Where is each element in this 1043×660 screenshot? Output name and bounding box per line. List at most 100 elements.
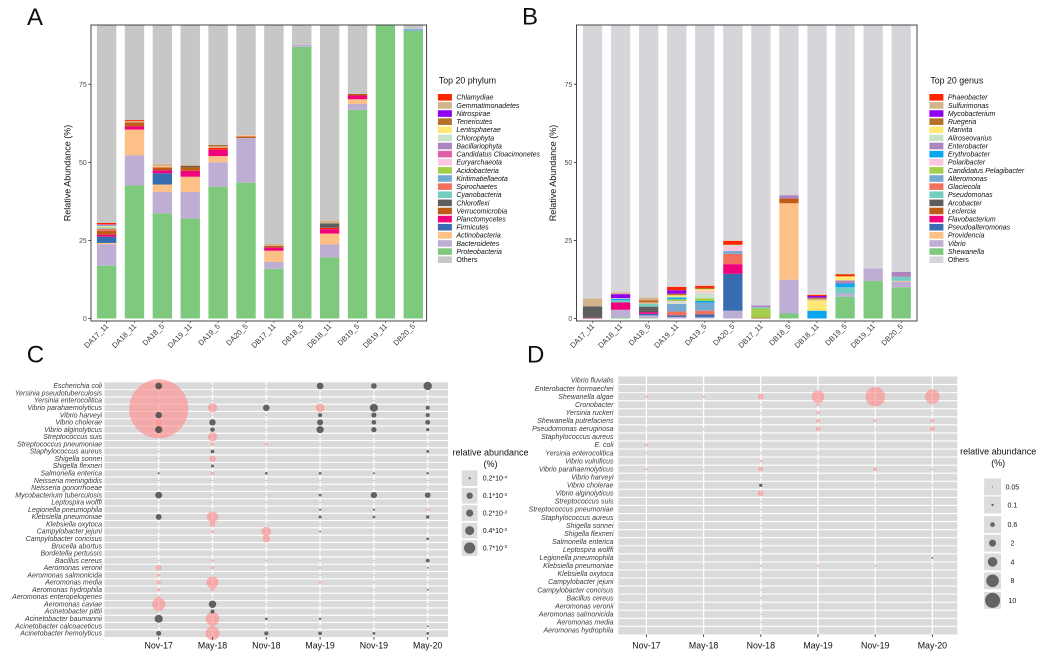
svg-text:Vibrio fluvialis: Vibrio fluvialis	[571, 378, 614, 385]
svg-text:Aeromonas salmonicida: Aeromonas salmonicida	[538, 611, 614, 618]
svg-text:Candidatus Pelagibacter: Candidatus Pelagibacter	[948, 168, 1025, 175]
svg-text:8: 8	[1010, 578, 1014, 585]
svg-text:Top 20 phylum: Top 20 phylum	[439, 76, 496, 86]
svg-text:50: 50	[565, 160, 573, 167]
svg-text:Vibrio vulnificus: Vibrio vulnificus	[565, 458, 614, 465]
svg-text:Others: Others	[948, 257, 970, 264]
svg-text:75: 75	[565, 82, 573, 89]
svg-text:Shigella sonnei: Shigella sonnei	[55, 456, 103, 463]
svg-text:0.1: 0.1	[1008, 502, 1018, 509]
svg-text:A: A	[27, 4, 43, 31]
svg-text:4: 4	[1010, 559, 1014, 566]
svg-text:Leptospira wolffi: Leptospira wolffi	[51, 500, 102, 507]
svg-text:Vibrio cholerae: Vibrio cholerae	[567, 483, 614, 490]
svg-text:Aeromonas salmonicida: Aeromonas salmonicida	[26, 572, 102, 579]
svg-text:Bacillus cereus: Bacillus cereus	[566, 595, 614, 602]
svg-text:Mycobacterium tuberculosis: Mycobacterium tuberculosis	[15, 492, 102, 499]
svg-text:Salmonella enterica: Salmonella enterica	[552, 539, 614, 546]
svg-text:Aeromonas media: Aeromonas media	[44, 580, 102, 587]
svg-text:May-18: May-18	[689, 641, 718, 651]
svg-text:May-20: May-20	[918, 641, 947, 651]
svg-text:Relative Abundance (%): Relative Abundance (%)	[548, 125, 558, 222]
svg-text:Campylobacter jejuni: Campylobacter jejuni	[37, 529, 103, 536]
svg-text:Shewanella putrefaciens: Shewanella putrefaciens	[537, 418, 614, 425]
svg-text:25: 25	[79, 238, 87, 245]
svg-text:Campylobacter concisus: Campylobacter concisus	[537, 587, 614, 594]
svg-text:Acinetobacter pittii: Acinetobacter pittii	[44, 609, 103, 616]
svg-text:Others: Others	[456, 257, 478, 264]
svg-text:Nov-19: Nov-19	[360, 641, 388, 651]
svg-text:Lentisphaerae: Lentisphaerae	[456, 127, 500, 134]
svg-text:Yersinia pseudotuberculosis: Yersinia pseudotuberculosis	[15, 390, 103, 397]
svg-text:Glaciecola: Glaciecola	[948, 184, 981, 191]
svg-text:E. coli: E. coli	[594, 442, 614, 449]
svg-text:50: 50	[79, 160, 87, 167]
svg-text:Staphylococcus aureus: Staphylococcus aureus	[541, 434, 614, 441]
svg-text:Staphylococcus aureus: Staphylococcus aureus	[30, 449, 103, 456]
svg-text:Nov-17: Nov-17	[145, 641, 173, 651]
svg-text:Tenericutes: Tenericutes	[456, 119, 492, 126]
svg-text:Proteobacteria: Proteobacteria	[456, 249, 502, 256]
svg-text:Vibrio harveyi: Vibrio harveyi	[60, 412, 103, 419]
svg-text:Escherichia coli: Escherichia coli	[53, 383, 102, 390]
svg-text:Vibrio alginolyticus: Vibrio alginolyticus	[556, 491, 614, 498]
svg-text:Klebsiella oxytoca: Klebsiella oxytoca	[46, 521, 102, 528]
svg-text:Spirochaetes: Spirochaetes	[456, 184, 497, 191]
svg-text:Bacillus cereus: Bacillus cereus	[55, 558, 103, 565]
svg-text:75: 75	[79, 82, 87, 89]
svg-text:Aeromonas media: Aeromonas media	[556, 620, 614, 627]
svg-text:Vibrio harveyi: Vibrio harveyi	[571, 474, 614, 481]
svg-text:Nov-19: Nov-19	[861, 641, 889, 651]
svg-text:(%): (%)	[484, 459, 498, 469]
svg-text:Ruegeria: Ruegeria	[948, 119, 977, 126]
svg-text:Arcobacter: Arcobacter	[947, 200, 983, 207]
svg-text:Pseudomonas: Pseudomonas	[948, 192, 993, 199]
svg-text:0: 0	[83, 316, 87, 323]
svg-text:Nitrospirae: Nitrospirae	[456, 111, 490, 118]
svg-text:Polaribacter: Polaribacter	[948, 160, 986, 167]
svg-text:Streptococcus pneumoniae: Streptococcus pneumoniae	[529, 507, 614, 514]
svg-text:relative abundance: relative abundance	[452, 448, 528, 458]
svg-text:Aeromonas hydrophila: Aeromonas hydrophila	[31, 587, 102, 594]
svg-text:0.05: 0.05	[1006, 484, 1020, 491]
svg-text:Salmonella enterica: Salmonella enterica	[41, 470, 103, 477]
svg-text:0.2*10-3: 0.2*10-3	[483, 509, 508, 517]
svg-text:0.2*10-4: 0.2*10-4	[483, 474, 508, 482]
svg-text:0.6: 0.6	[1008, 522, 1018, 529]
svg-text:Bacteroidetes: Bacteroidetes	[456, 241, 499, 248]
svg-text:Aeromonas hydrophila: Aeromonas hydrophila	[542, 628, 613, 635]
svg-text:Klebsiella pneumoniae: Klebsiella pneumoniae	[543, 563, 614, 570]
svg-text:Neisseria gonorrhoeae: Neisseria gonorrhoeae	[31, 485, 102, 492]
svg-text:Shewanella algae: Shewanella algae	[558, 394, 613, 401]
svg-text:Klebsiella oxytoca: Klebsiella oxytoca	[557, 571, 613, 578]
svg-text:May-19: May-19	[305, 641, 334, 651]
svg-text:May-19: May-19	[803, 641, 832, 651]
svg-text:Relative Abundance (%): Relative Abundance (%)	[63, 125, 73, 222]
svg-text:Bacillariophyta: Bacillariophyta	[456, 143, 502, 150]
svg-text:B: B	[522, 4, 538, 31]
svg-text:0.4*10-3: 0.4*10-3	[483, 527, 508, 535]
svg-text:Sulfurimonas: Sulfurimonas	[948, 103, 989, 110]
svg-text:Aeromonas veronii: Aeromonas veronii	[554, 603, 614, 610]
svg-text:Aliroseovarius: Aliroseovarius	[947, 135, 992, 142]
svg-text:Campylobacter jejuni: Campylobacter jejuni	[548, 579, 614, 586]
svg-text:Yersinia enterocolitica: Yersinia enterocolitica	[545, 450, 613, 457]
svg-text:0.1*10-3: 0.1*10-3	[483, 492, 508, 500]
svg-text:relative abundance: relative abundance	[960, 447, 1036, 457]
svg-text:Neisseria meningitidis: Neisseria meningitidis	[34, 478, 103, 485]
svg-text:Legionella pneumophila: Legionella pneumophila	[28, 507, 102, 514]
svg-text:Vibrio cholerae: Vibrio cholerae	[55, 420, 102, 427]
svg-text:Planctomycetes: Planctomycetes	[456, 217, 506, 224]
svg-text:Pseudomonas aeruginosa: Pseudomonas aeruginosa	[532, 426, 613, 433]
svg-text:Providencia: Providencia	[948, 233, 985, 240]
svg-text:Aeromonas veronii: Aeromonas veronii	[43, 565, 103, 572]
svg-text:Nov-17: Nov-17	[632, 641, 660, 651]
svg-text:May-20: May-20	[413, 641, 442, 651]
svg-text:Campylobacter concisus: Campylobacter concisus	[26, 536, 103, 543]
svg-text:Acidobacteria: Acidobacteria	[455, 168, 499, 175]
svg-text:Shewanella: Shewanella	[948, 249, 984, 256]
svg-text:May-18: May-18	[198, 641, 227, 651]
svg-text:Cronobacter: Cronobacter	[575, 402, 614, 409]
svg-text:Vibrio: Vibrio	[948, 241, 966, 248]
svg-text:Mycobacterium: Mycobacterium	[948, 111, 996, 118]
